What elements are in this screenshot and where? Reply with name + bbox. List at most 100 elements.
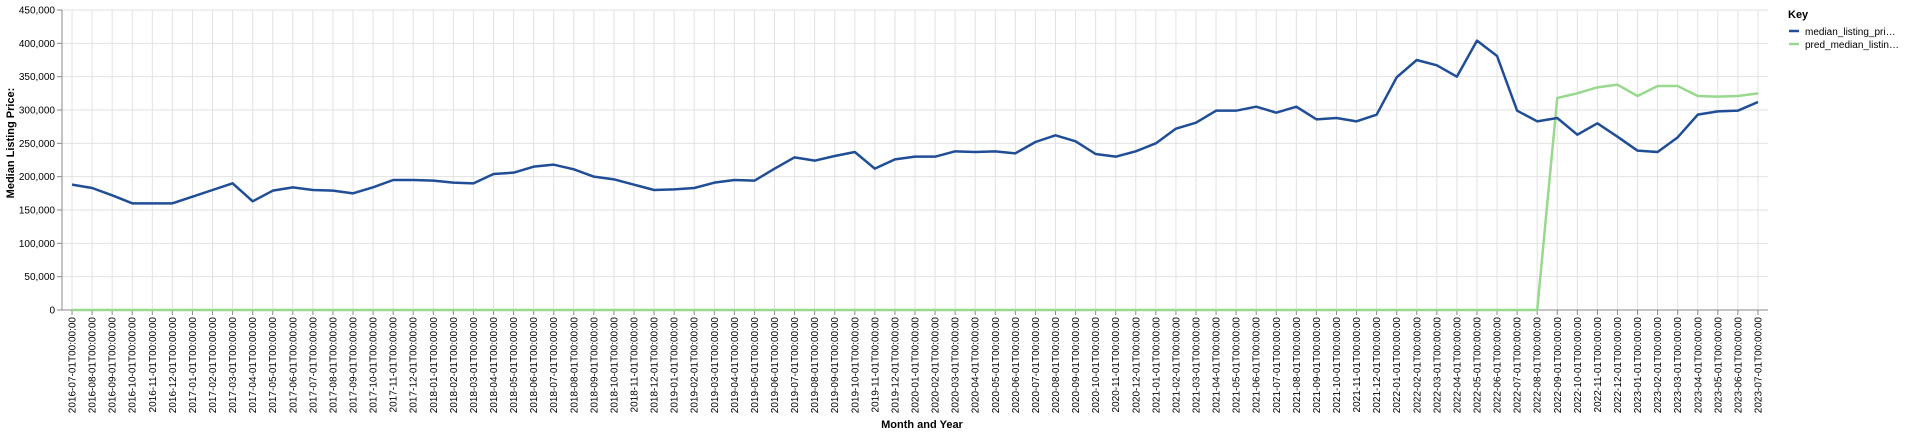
x-tick-label: 2020-03-01T00:00:00 [951,317,962,414]
x-tick-label: 2016-10-01T00:00:00 [128,317,139,414]
x-tick-label: 2022-11-01T00:00:00 [1593,317,1604,413]
x-tick-label: 2021-04-01T00:00:00 [1212,317,1223,414]
x-tick-label: 2022-01-01T00:00:00 [1392,317,1403,414]
x-tick-label: 2017-07-01T00:00:00 [308,317,319,414]
x-tick-label: 2019-12-01T00:00:00 [890,317,901,414]
x-tick-label: 2019-04-01T00:00:00 [730,317,741,414]
x-tick-label: 2017-12-01T00:00:00 [409,317,420,414]
x-tick-label: 2020-11-01T00:00:00 [1111,317,1122,413]
x-tick-label: 2017-03-01T00:00:00 [228,317,239,414]
x-tick-label: 2019-06-01T00:00:00 [770,317,781,414]
x-tick-label: 2018-11-01T00:00:00 [630,317,641,413]
legend: Key median_listing_pri… pred_median_list… [1788,9,1899,51]
x-tick-label: 2017-01-01T00:00:00 [188,317,199,414]
x-tick-label: 2018-12-01T00:00:00 [650,317,661,414]
x-tick-label: 2021-06-01T00:00:00 [1252,317,1263,414]
x-tick-label: 2021-12-01T00:00:00 [1372,317,1383,414]
x-tick-label: 2021-11-01T00:00:00 [1352,317,1363,413]
x-tick-label: 2023-05-01T00:00:00 [1713,317,1724,414]
x-tick-label: 2022-09-01T00:00:00 [1553,317,1564,414]
x-tick-label: 2020-02-01T00:00:00 [931,317,942,414]
x-tick-label: 2021-10-01T00:00:00 [1332,317,1343,414]
y-tick-label: 200,000 [19,172,56,183]
x-tick-label: 2023-02-01T00:00:00 [1653,317,1664,414]
x-tick-label: 2018-09-01T00:00:00 [589,317,600,414]
x-tick-label: 2018-01-01T00:00:00 [429,317,440,414]
x-tick-label: 2017-04-01T00:00:00 [248,317,259,414]
x-tick-label: 2022-05-01T00:00:00 [1472,317,1483,414]
x-tick-label: 2019-11-01T00:00:00 [870,317,881,413]
x-tick-label: 2016-07-01T00:00:00 [68,317,79,414]
x-tick-label: 2021-03-01T00:00:00 [1191,317,1202,414]
x-tick-label: 2016-11-01T00:00:00 [148,317,159,413]
y-tick-label: 450,000 [19,6,56,17]
x-axis-title: Month and Year [881,419,963,431]
x-tick-label: 2022-02-01T00:00:00 [1412,317,1423,414]
y-tick-label: 400,000 [19,39,56,50]
x-tick-label: 2018-05-01T00:00:00 [509,317,520,414]
x-tick-label: 2016-08-01T00:00:00 [88,317,99,414]
x-tick-label: 2020-04-01T00:00:00 [971,317,982,414]
x-tick-label: 2021-09-01T00:00:00 [1312,317,1323,414]
x-tick-label: 2018-02-01T00:00:00 [449,317,460,414]
x-tick-label: 2020-05-01T00:00:00 [991,317,1002,414]
legend-title: Key [1788,9,1809,21]
x-tick-label: 2023-06-01T00:00:00 [1733,317,1744,414]
y-tick-label: 150,000 [19,206,56,217]
x-tick-label: 2017-05-01T00:00:00 [268,317,279,414]
y-axis-title: Median Listing Price: [5,88,17,199]
x-tick-label: 2018-07-01T00:00:00 [549,317,560,414]
x-tick-label: 2021-07-01T00:00:00 [1272,317,1283,414]
x-tick-label: 2017-09-01T00:00:00 [349,317,360,414]
x-tick-label: 2020-12-01T00:00:00 [1131,317,1142,414]
x-tick-label: 2019-02-01T00:00:00 [690,317,701,414]
x-tick-label: 2021-05-01T00:00:00 [1232,317,1243,414]
x-tick-label: 2022-07-01T00:00:00 [1513,317,1524,414]
series-lines [71,39,1759,312]
x-tick-label: 2019-08-01T00:00:00 [810,317,821,414]
x-tick-label: 2018-04-01T00:00:00 [489,317,500,414]
x-tick-label: 2018-10-01T00:00:00 [609,317,620,414]
x-tick-label: 2021-02-01T00:00:00 [1171,317,1182,414]
x-tick-label: 2019-01-01T00:00:00 [670,317,681,414]
x-tick-label: 2022-10-01T00:00:00 [1573,317,1584,414]
x-tick-label: 2021-01-01T00:00:00 [1151,317,1162,414]
y-tick-label: 100,000 [19,239,56,250]
gridlines [62,9,1768,311]
x-tick-label: 2022-04-01T00:00:00 [1452,317,1463,414]
legend-label-pred-median-listing-price: pred_median_listin… [1805,40,1899,51]
x-tick-label: 2018-08-01T00:00:00 [569,317,580,414]
series-line-pred-median-listing-price [72,83,1759,312]
x-tick-label: 2018-03-01T00:00:00 [469,317,480,414]
x-tick-label: 2022-08-01T00:00:00 [1533,317,1544,414]
x-tick-label: 2019-03-01T00:00:00 [710,317,721,414]
y-tick-label: 350,000 [19,72,56,83]
x-tick-label: 2019-09-01T00:00:00 [830,317,841,414]
x-tick-label: 2019-05-01T00:00:00 [750,317,761,414]
x-tick-label: 2023-01-01T00:00:00 [1633,317,1644,414]
x-tick-label: 2017-11-01T00:00:00 [389,317,400,413]
x-tick-label: 2022-06-01T00:00:00 [1493,317,1504,414]
legend-label-median-listing-price: median_listing_pri… [1805,27,1896,38]
x-tick-label: 2018-06-01T00:00:00 [529,317,540,414]
y-tick-label: 50,000 [24,272,55,283]
y-tick-label: 250,000 [19,139,56,150]
x-tick-label: 2017-02-01T00:00:00 [208,317,219,414]
x-tick-label: 2020-10-01T00:00:00 [1091,317,1102,414]
y-tick-label: 300,000 [19,106,56,117]
x-tick-label: 2017-10-01T00:00:00 [369,317,380,414]
x-tick-label: 2023-03-01T00:00:00 [1673,317,1684,414]
x-tick-label: 2016-12-01T00:00:00 [168,317,179,414]
x-tick-label: 2020-09-01T00:00:00 [1071,317,1082,414]
x-tick-label: 2019-10-01T00:00:00 [850,317,861,414]
y-tick-label: 0 [49,306,55,317]
x-tick-label: 2020-08-01T00:00:00 [1051,317,1062,414]
x-tick-label: 2021-08-01T00:00:00 [1292,317,1303,414]
x-tick-label: 2022-12-01T00:00:00 [1613,317,1624,414]
x-tick-label: 2023-04-01T00:00:00 [1693,317,1704,414]
x-tick-label: 2022-03-01T00:00:00 [1432,317,1443,414]
x-tick-label: 2017-06-01T00:00:00 [288,317,299,414]
x-tick-label: 2019-07-01T00:00:00 [790,317,801,414]
x-tick-label: 2023-07-01T00:00:00 [1753,317,1764,414]
